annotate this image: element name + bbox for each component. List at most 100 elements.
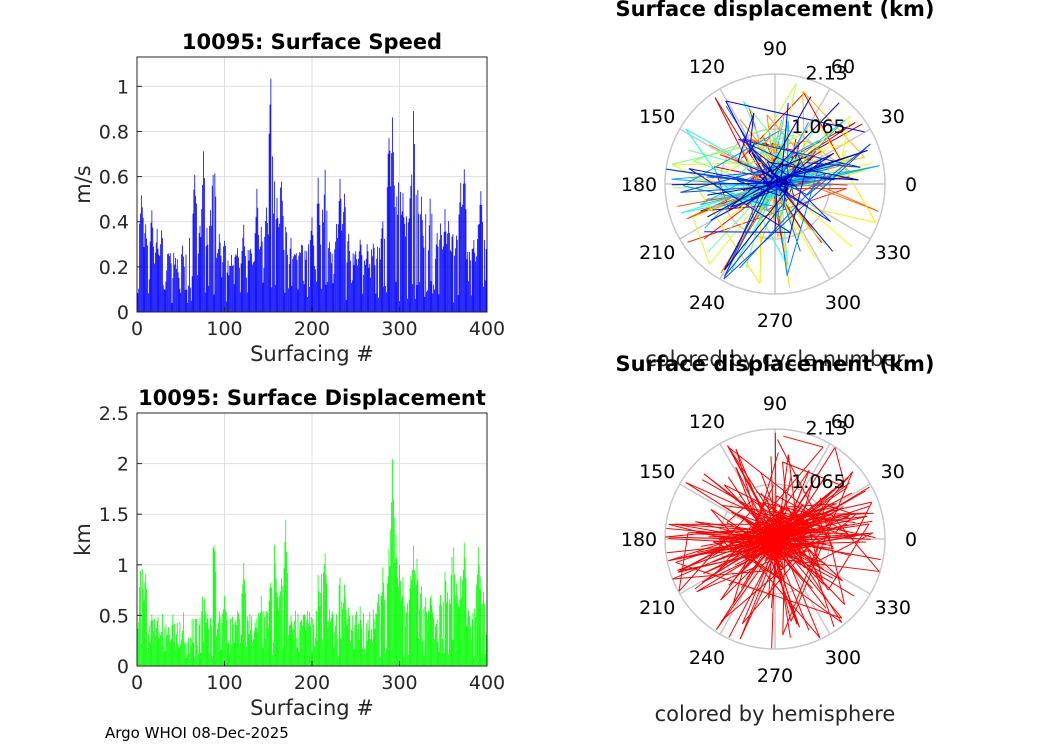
angle-label: 330 (875, 242, 911, 264)
trace-segment (704, 231, 791, 233)
data-bar (446, 602, 448, 666)
angle-label: 180 (621, 529, 657, 551)
trace-segment (724, 202, 785, 277)
data-bar (358, 640, 360, 666)
data-bar (417, 190, 419, 312)
data-bar (385, 286, 386, 312)
data-bar (176, 622, 178, 666)
chart-caption: colored by hemisphere (655, 702, 896, 726)
trace-segment (742, 140, 808, 151)
trace-segment (819, 125, 877, 223)
data-bar (329, 242, 330, 312)
data-bar (242, 584, 244, 666)
data-bar (396, 557, 398, 666)
trace-segment (840, 512, 874, 516)
data-bar (215, 196, 217, 312)
data-bar (405, 626, 407, 666)
trace-segment (775, 180, 797, 187)
data-bar (254, 233, 256, 312)
data-bar (208, 629, 210, 666)
data-bar (138, 622, 140, 666)
trace-segment (730, 181, 782, 272)
data-bar (426, 291, 428, 312)
data-bar (240, 634, 242, 666)
data-bar (140, 195, 142, 312)
data-bar (262, 282, 264, 312)
data-bar (441, 235, 442, 312)
data-bar (432, 293, 434, 312)
data-bar (437, 641, 439, 666)
data-bar (439, 604, 441, 666)
data-bar (184, 644, 186, 666)
data-bar (431, 213, 433, 312)
data-bar (431, 605, 433, 666)
data-bar (316, 203, 318, 312)
data-bar (219, 242, 221, 312)
data-bar (430, 281, 432, 312)
angle-label: 300 (825, 292, 861, 314)
data-bar (350, 629, 352, 666)
data-bar (261, 241, 263, 312)
data-bar (322, 572, 324, 666)
data-bar (360, 619, 362, 666)
data-bar (146, 589, 148, 666)
data-bar (291, 621, 293, 666)
data-bar (290, 615, 292, 666)
data-bar (386, 187, 388, 312)
data-bar (212, 174, 214, 312)
data-bar (202, 596, 204, 666)
angle-label: 90 (763, 393, 787, 415)
data-bar (451, 236, 453, 312)
data-bar (338, 201, 340, 312)
data-bar (390, 186, 392, 312)
trace-segment (814, 512, 869, 516)
angle-label: 240 (689, 292, 725, 314)
data-bar (402, 193, 404, 312)
trace-segment (771, 160, 784, 179)
data-bar (369, 263, 371, 312)
data-bar (440, 223, 442, 312)
data-bar (370, 277, 372, 312)
data-bar (174, 264, 176, 312)
data-bar (485, 634, 487, 666)
data-bar (423, 655, 425, 666)
data-bar (160, 244, 162, 312)
data-bar (161, 614, 163, 666)
data-bar (455, 595, 456, 666)
data-bar (239, 642, 241, 666)
data-bar (403, 656, 405, 666)
trace-segment (759, 175, 773, 190)
data-bar (379, 656, 381, 666)
bar-series (137, 78, 488, 312)
data-bar (367, 251, 369, 312)
data-bar (312, 235, 314, 312)
trace-segment (696, 536, 789, 593)
data-bar (454, 574, 456, 666)
data-bar (255, 216, 257, 312)
data-bar (155, 627, 157, 666)
data-bar (259, 616, 260, 666)
data-bar (361, 255, 363, 312)
data-bar (140, 213, 141, 312)
data-bar (352, 253, 354, 312)
data-bar (256, 188, 258, 312)
data-bar (427, 290, 428, 312)
data-bar (298, 651, 300, 666)
data-bar (397, 577, 399, 666)
data-bar (148, 279, 150, 312)
data-bar (427, 610, 429, 666)
x-tick-label: 400 (469, 672, 505, 694)
data-bar (413, 111, 414, 312)
data-bar (150, 222, 152, 312)
data-bar (297, 289, 299, 312)
data-bar (354, 624, 356, 666)
data-bar (287, 288, 289, 312)
data-bar (436, 619, 438, 666)
data-bar (183, 266, 185, 312)
data-bar (312, 618, 314, 666)
data-bar (303, 284, 305, 312)
data-bar (340, 198, 342, 312)
data-bar (384, 238, 386, 312)
data-bar (427, 250, 429, 312)
data-bar (413, 570, 415, 666)
